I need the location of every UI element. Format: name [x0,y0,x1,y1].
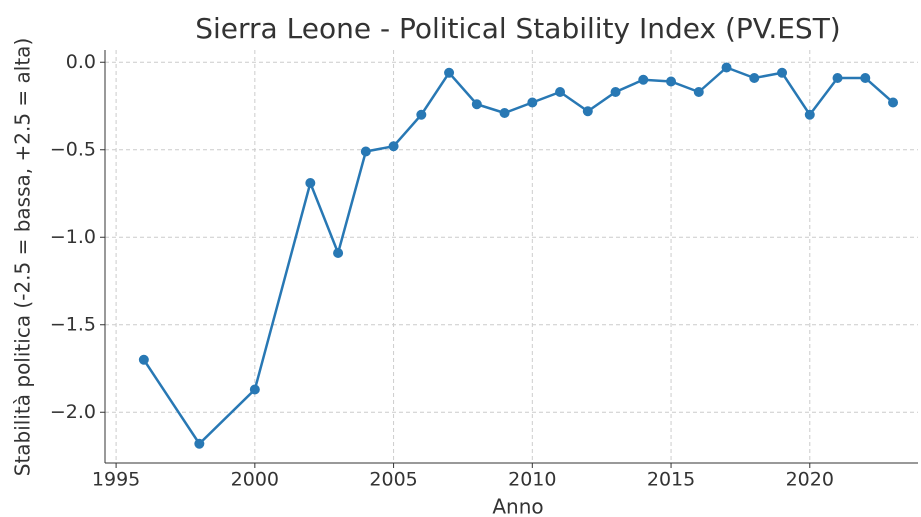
point [638,74,649,85]
point [666,76,677,87]
point [860,73,871,83]
y-tick-label: −0.5 [50,138,96,160]
chart-title: Sierra Leone - Political Stability Index… [195,12,840,45]
point [194,438,205,449]
point [555,87,566,97]
x-tick-label: 1995 [92,469,140,491]
x-tick-label: 2005 [369,469,417,491]
y-tick-label: −2.0 [50,401,96,423]
point [249,384,260,395]
point [693,87,704,97]
point [582,106,593,117]
x-tick-label: 2000 [231,469,279,491]
point [138,354,149,365]
point [888,97,899,108]
point [471,99,482,110]
point [527,97,538,108]
point [444,67,455,78]
x-tick-label: 2020 [786,469,834,491]
point [416,109,427,120]
point [749,73,760,83]
x-axis-label: Anno [492,495,543,517]
point [777,67,788,78]
point [360,146,371,157]
y-tick-label: 0.0 [66,51,96,73]
x-tick-label: 2010 [508,469,556,491]
point [388,141,399,152]
y-tick-label: −1.5 [50,313,96,335]
point [721,62,732,73]
point [499,108,510,118]
y-tick-label: −1.0 [50,226,96,248]
point [610,87,621,97]
point [305,178,316,188]
x-tick-label: 2015 [647,469,695,491]
y-axis-label: Stabilità politica (-2.5 = bassa, +2.5 =… [11,38,35,476]
point [804,109,815,120]
point [333,248,344,258]
point [832,73,843,83]
